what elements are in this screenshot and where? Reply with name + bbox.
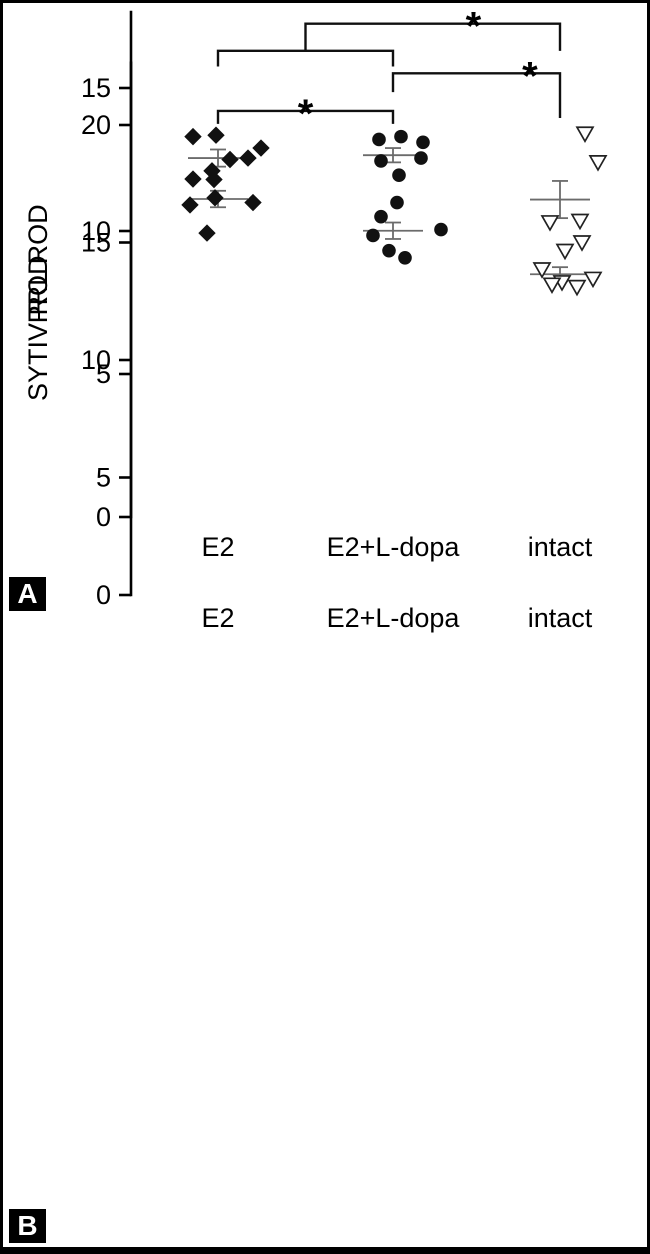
data-point-diamond (221, 150, 239, 169)
y-tick-label: 20 (81, 110, 111, 140)
data-point-circle (374, 209, 388, 224)
data-point-triangle-down (542, 277, 562, 295)
significance-asterisk: * (298, 92, 314, 136)
y-tick-label: 5 (96, 463, 111, 493)
data-point-circle (390, 195, 404, 210)
significance-asterisk: * (466, 5, 482, 49)
significance-bracket (304, 22, 562, 51)
y-tick-label: 10 (81, 345, 111, 375)
data-point-circle (392, 168, 406, 183)
significance-bracket (391, 72, 562, 118)
data-point-triangle-down (555, 243, 575, 261)
data-point-circle (398, 250, 412, 265)
data-point-circle (374, 154, 388, 168)
panel-b-label: B (9, 1209, 46, 1243)
data-point-triangle-down (570, 213, 590, 231)
significance-bracket (216, 109, 395, 124)
panel-a-label: A (9, 577, 46, 611)
data-point-diamond (181, 196, 199, 214)
x-category-label: intact (528, 603, 593, 633)
data-point-triangle-down (575, 126, 595, 143)
y-tick-label: 15 (81, 228, 111, 258)
x-category-labels: E2 E2+L-dopa intact (201, 603, 592, 633)
data-point-diamond (184, 170, 202, 188)
y-axis-title: PRL ROD (23, 204, 53, 323)
group-E2+L-dopa (363, 195, 448, 265)
data-point-triangle-down (588, 155, 608, 172)
y-axis-title: SYTIV ROD (23, 256, 53, 402)
data-point-diamond (239, 149, 257, 167)
data-point-diamond (198, 224, 216, 242)
x-category-labels: E2 E2+L-dopa intact (201, 532, 592, 562)
data-point-circle (416, 135, 430, 150)
data-point-triangle-down (540, 215, 560, 232)
data-point-diamond (206, 189, 224, 207)
data-point-diamond (244, 193, 262, 212)
data-point-circle (382, 243, 396, 258)
y-tick-label: 0 (96, 502, 111, 532)
data-point-circle (366, 228, 380, 243)
data-point-triangle-down (532, 262, 552, 279)
data-point-triangle-down (572, 235, 592, 252)
x-category-label: intact (528, 532, 593, 562)
x-category-label: E2 (201, 603, 234, 633)
data-point-circle (434, 222, 448, 237)
y-tick-label: 0 (96, 580, 111, 610)
x-category-label: E2+L-dopa (327, 603, 461, 633)
data-point-circle (394, 129, 408, 144)
data-point-triangle-down (583, 271, 603, 289)
group-intact (530, 235, 603, 297)
significance-asterisk: * (522, 54, 538, 98)
y-tick-label: 10 (81, 216, 111, 246)
group-E2 (181, 162, 262, 242)
y-tick-label: 5 (96, 359, 111, 389)
y-tick-label: 15 (81, 73, 111, 103)
group-E2+L-dopa (363, 129, 430, 183)
group-intact (530, 126, 608, 261)
data-point-diamond (203, 162, 221, 180)
data-point-circle (414, 151, 428, 165)
x-category-label: E2 (201, 532, 234, 562)
data-point-triangle-down (567, 279, 587, 297)
group-E2 (184, 126, 270, 189)
data-point-circle (372, 132, 386, 147)
data-point-diamond (184, 127, 202, 146)
data-point-diamond (207, 126, 225, 144)
x-category-label: E2+L-dopa (327, 532, 461, 562)
